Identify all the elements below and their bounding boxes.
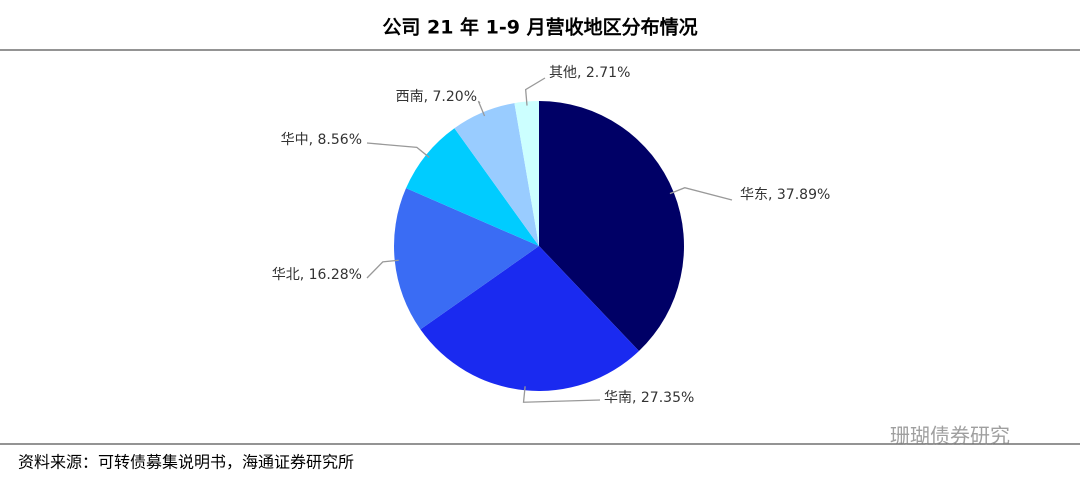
leader-line (366, 259, 399, 279)
pie-slice (406, 128, 539, 246)
leader-line (669, 187, 733, 201)
pie-slice (539, 101, 684, 352)
data-label: 其他, 2.71% (549, 65, 630, 81)
data-label: 西南, 7.20% (396, 89, 477, 105)
data-label: 华东, 37.89% (740, 187, 830, 203)
pie-slice (420, 246, 639, 391)
data-label: 华北, 16.28% (272, 267, 362, 283)
watermark: 珊瑚债券研究 (890, 424, 1010, 448)
pie-slice (514, 101, 539, 246)
data-label: 华南, 27.35% (604, 390, 694, 406)
source-note: 资料来源：可转债募集说明书，海通证券研究所 (18, 453, 354, 472)
pie-slice (454, 103, 539, 247)
leader-line (477, 100, 486, 117)
leader-line (522, 386, 601, 403)
leader-line (366, 142, 430, 158)
pie (393, 101, 684, 391)
pie-slice (393, 188, 539, 330)
leader-line (524, 77, 546, 106)
data-label: 华中, 8.56% (281, 132, 362, 148)
chart-title: 公司 21 年 1-9 月营收地区分布情况 (382, 16, 697, 39)
